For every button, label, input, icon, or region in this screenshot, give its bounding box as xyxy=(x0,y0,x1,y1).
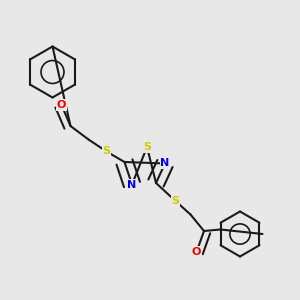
Text: N: N xyxy=(160,158,169,169)
Text: O: O xyxy=(57,100,66,110)
Text: N: N xyxy=(128,179,136,190)
Text: S: S xyxy=(143,142,151,152)
Text: S: S xyxy=(172,196,179,206)
Text: S: S xyxy=(103,146,110,157)
Text: O: O xyxy=(192,247,201,257)
